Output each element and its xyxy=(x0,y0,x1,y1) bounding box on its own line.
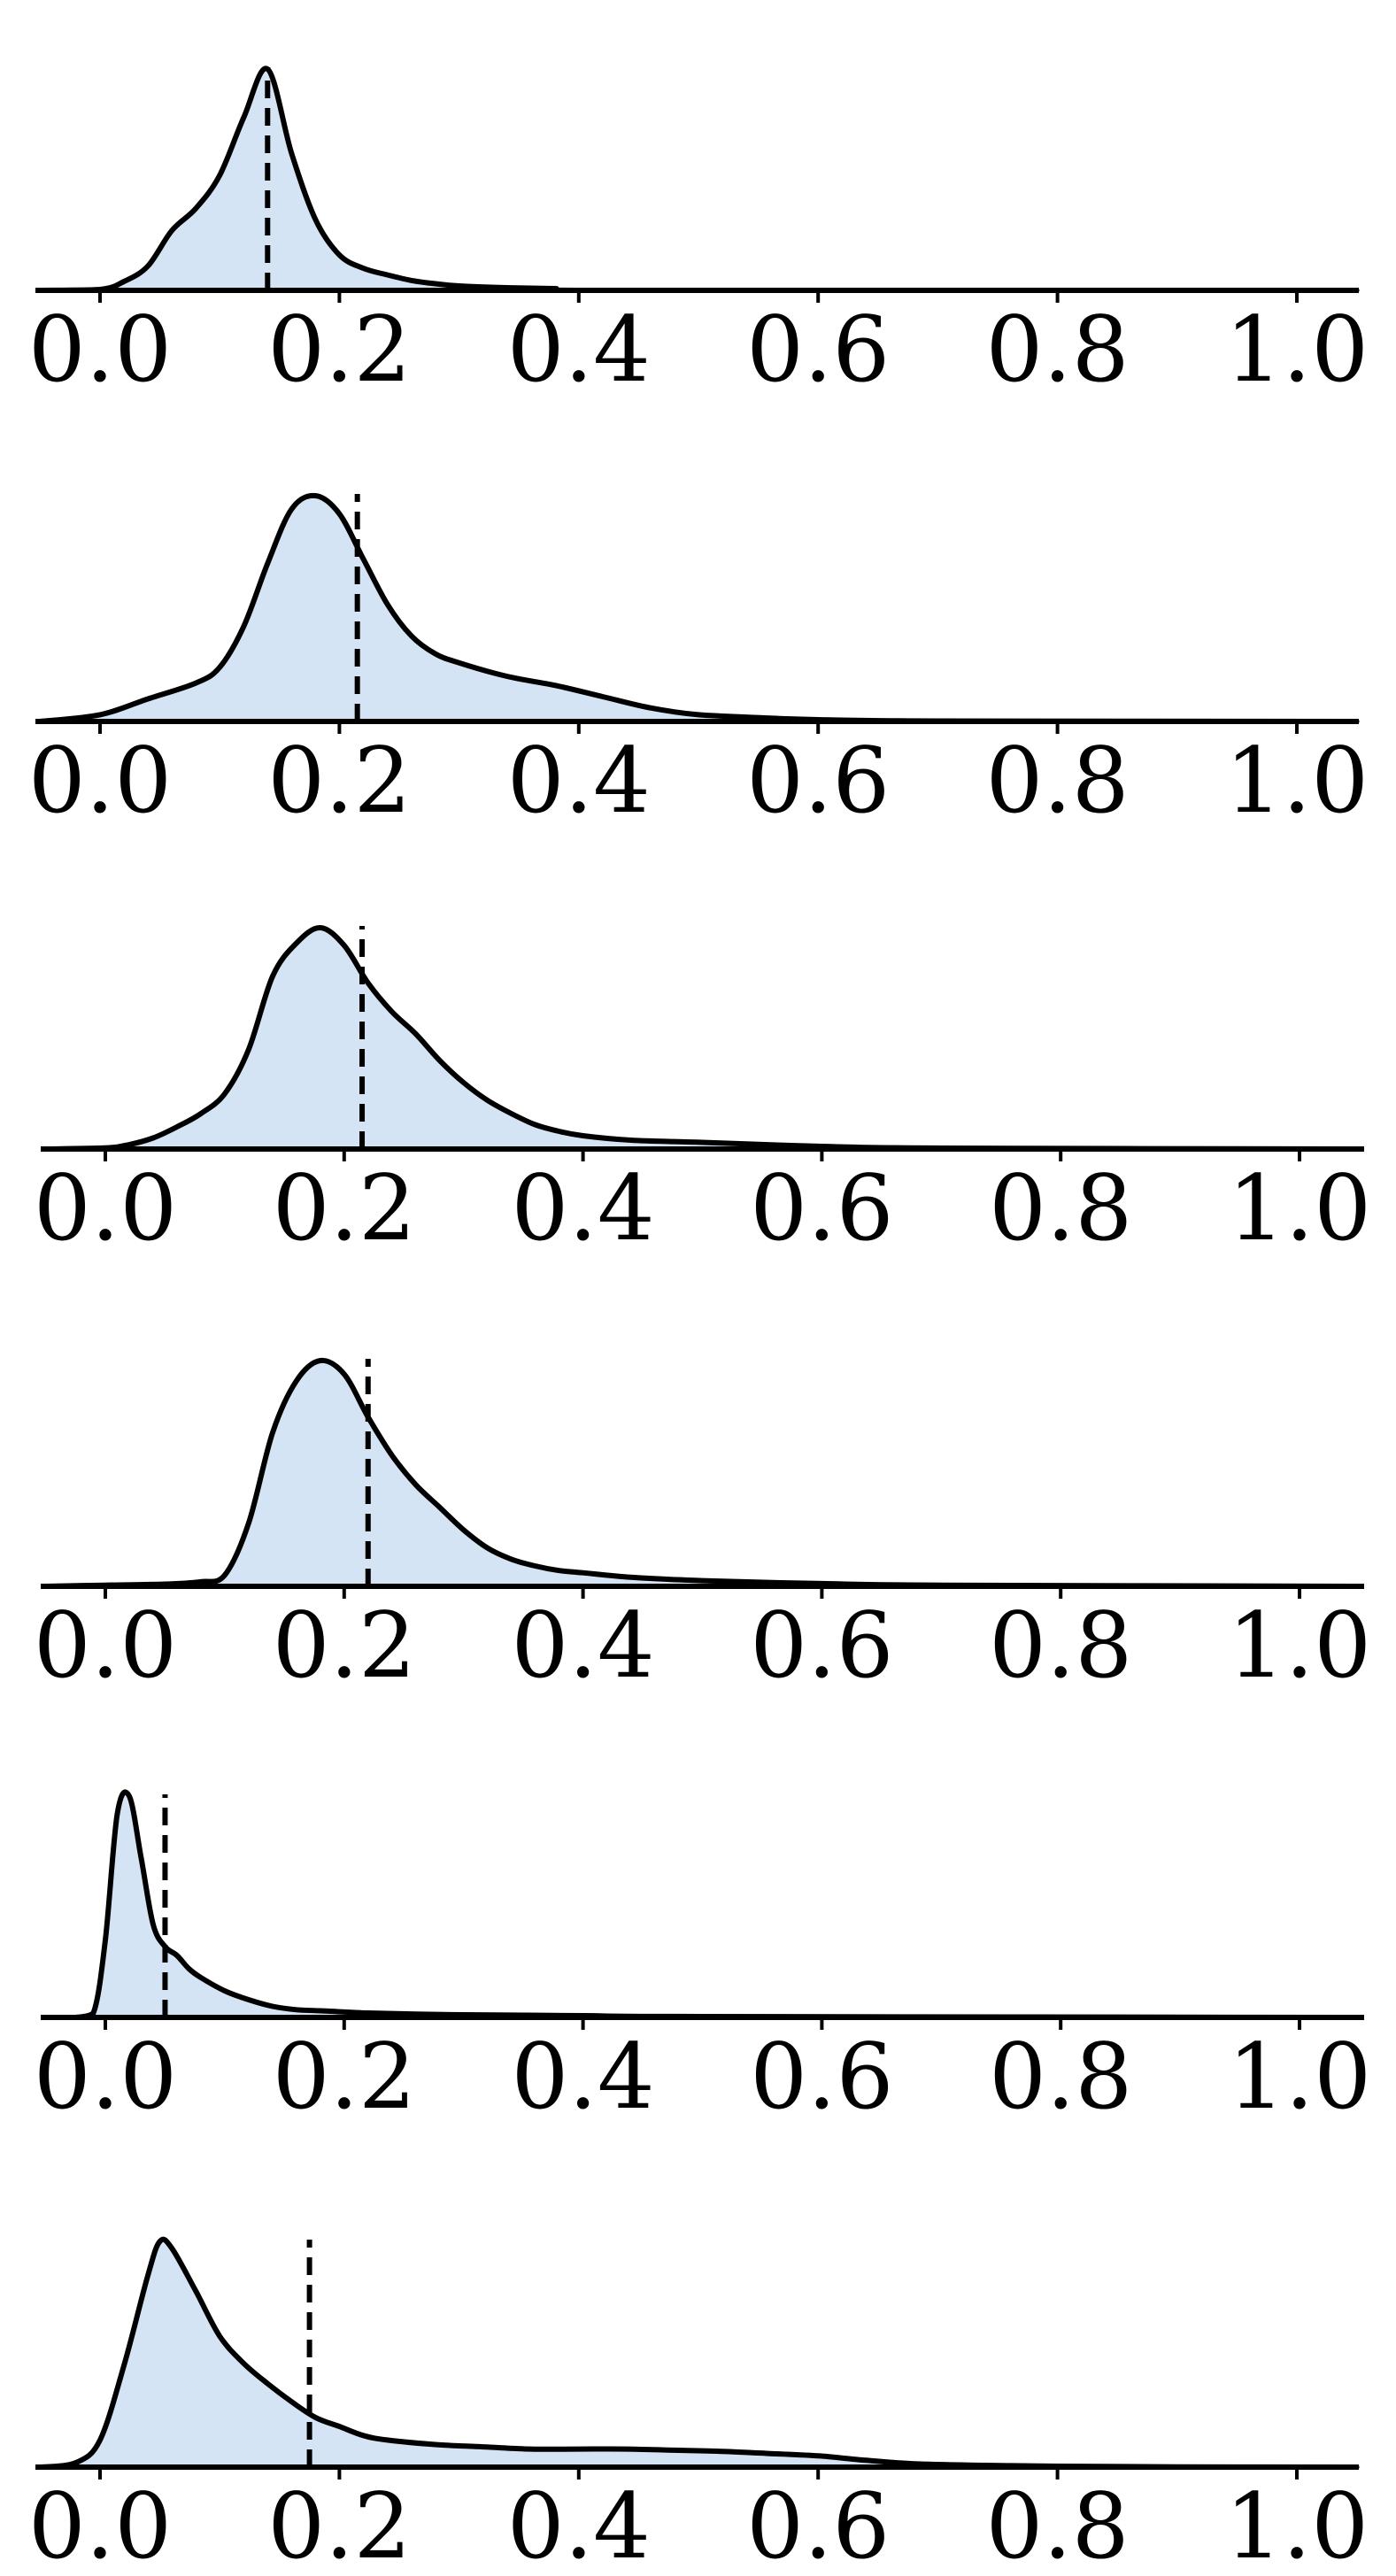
density-area xyxy=(40,495,1357,721)
ridge-panel-6: 0.0 0.2 0.4 0.6 0.8 1.0 xyxy=(28,2236,1369,2576)
ridge-panel-1: 0.0 0.2 0.4 0.6 0.8 1.0 xyxy=(28,66,1369,403)
ridge-panel-4: 0.0 0.2 0.4 0.6 0.8 1.0 xyxy=(34,1357,1371,1699)
x-tick-label: 0.2 xyxy=(273,1156,416,1261)
ridge-panel-2: 0.0 0.2 0.4 0.6 0.8 1.0 xyxy=(28,492,1369,834)
x-tick-label: 0.4 xyxy=(511,1156,654,1261)
x-tick-label: 0.0 xyxy=(28,297,172,403)
density-area xyxy=(40,68,1357,290)
x-tick-label: 1.0 xyxy=(1228,1593,1371,1699)
x-tick-label: 0.6 xyxy=(750,1156,893,1261)
x-tick-label: 0.0 xyxy=(34,2025,177,2130)
x-tick-label: 0.8 xyxy=(985,729,1129,834)
density-curve xyxy=(73,1789,1362,2020)
density-area xyxy=(40,2239,1357,2467)
x-tick-label: 0.4 xyxy=(511,2025,654,2130)
x-tick-label: 0.8 xyxy=(985,2474,1129,2576)
x-tick-label: 0.2 xyxy=(267,729,411,834)
x-tick-label: 0.8 xyxy=(985,297,1129,403)
ridge-panel-3: 0.0 0.2 0.4 0.6 0.8 1.0 xyxy=(34,925,1371,1261)
x-tick-label: 0.0 xyxy=(34,1156,177,1261)
x-tick-label: 0.0 xyxy=(28,2474,172,2576)
x-tick-label: 0.4 xyxy=(511,1593,654,1699)
x-tick-label: 0.8 xyxy=(989,2025,1132,2130)
x-tick-label: 0.4 xyxy=(507,2474,651,2576)
x-tick-label: 0.6 xyxy=(746,2474,890,2576)
density-area xyxy=(75,1792,1360,2017)
x-tick-label: 0.6 xyxy=(750,1593,893,1699)
x-tick-label: 0.6 xyxy=(746,729,890,834)
x-tick-label: 0.2 xyxy=(267,2474,411,2576)
x-tick-label: 0.8 xyxy=(989,1156,1132,1261)
x-tick-label: 1.0 xyxy=(1225,297,1369,403)
x-tick-label: 0.0 xyxy=(34,1593,177,1699)
density-area xyxy=(45,1360,1360,1586)
x-tick-label: 1.0 xyxy=(1228,1156,1371,1261)
density-curve xyxy=(42,925,1362,1152)
x-tick-label: 0.2 xyxy=(267,297,411,403)
x-tick-label: 0.6 xyxy=(746,297,890,403)
density-curve xyxy=(42,1357,1362,1589)
ridge-panel-5: 0.0 0.2 0.4 0.6 0.8 1.0 xyxy=(34,1789,1371,2130)
x-tick-label: 0.6 xyxy=(750,2025,893,2130)
density-area xyxy=(45,927,1360,1149)
x-tick-label: 0.2 xyxy=(273,1593,416,1699)
x-tick-label: 1.0 xyxy=(1228,2025,1371,2130)
x-tick-label: 1.0 xyxy=(1225,2474,1369,2576)
x-tick-label: 1.0 xyxy=(1225,729,1369,834)
x-tick-label: 0.2 xyxy=(273,2025,416,2130)
density-curve xyxy=(37,2236,1360,2470)
x-tick-label: 0.8 xyxy=(989,1593,1132,1699)
x-tick-label: 0.4 xyxy=(507,729,651,834)
x-tick-label: 0.0 xyxy=(28,729,172,834)
x-tick-label: 0.4 xyxy=(507,297,651,403)
